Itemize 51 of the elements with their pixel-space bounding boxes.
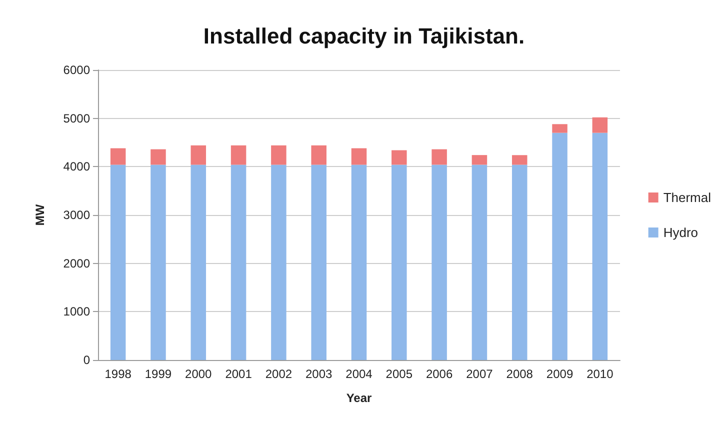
bar <box>230 164 246 360</box>
bar <box>432 164 447 360</box>
x-tick-label: 1998 <box>104 367 132 381</box>
x-tick-label: 2002 <box>265 367 292 381</box>
x-tick-label: 2010 <box>586 367 614 381</box>
bar <box>190 164 206 360</box>
x-tick-label: 2003 <box>305 367 333 381</box>
bar <box>392 150 407 165</box>
x-tick-label: 2000 <box>185 367 212 381</box>
bar <box>592 132 608 360</box>
y-tick-label: 1000 <box>63 304 90 319</box>
bar <box>311 145 326 165</box>
y-tick-label: 5000 <box>63 111 90 126</box>
bar <box>311 164 326 360</box>
bar <box>150 149 166 165</box>
bar <box>472 164 488 360</box>
y-tick-label: 0 <box>83 353 90 367</box>
bar <box>512 164 528 360</box>
bar <box>592 117 608 133</box>
chart-title: Installed capacity in Tajikistan. <box>203 24 525 48</box>
x-tick-label: 1999 <box>144 367 172 381</box>
y-axis-title: MW <box>33 204 47 226</box>
x-tick-label: 2006 <box>426 367 453 381</box>
y-tick-label: 2000 <box>63 256 90 270</box>
legend-label: Thermal <box>663 190 712 205</box>
bar <box>150 164 166 360</box>
bar <box>351 164 367 360</box>
legend-label: Hydro <box>663 225 698 240</box>
bar <box>271 164 286 360</box>
bar <box>432 149 447 165</box>
x-tick-label: 2007 <box>466 367 494 381</box>
bar <box>351 148 367 165</box>
y-tick-label: 6000 <box>63 63 90 77</box>
y-tick-label: 4000 <box>63 160 90 174</box>
bar <box>190 145 206 165</box>
x-tick-label: 2001 <box>225 367 252 381</box>
y-tick-label: 3000 <box>63 208 90 222</box>
x-axis-title: Year <box>346 391 372 405</box>
bar <box>552 132 568 360</box>
bar <box>110 148 126 165</box>
bar <box>472 155 488 165</box>
bar <box>230 145 246 165</box>
bar <box>271 145 286 165</box>
bar <box>512 155 528 165</box>
bar <box>110 164 126 360</box>
x-tick-label: 2005 <box>386 367 413 381</box>
x-tick-label: 2008 <box>506 367 534 381</box>
bar <box>392 164 407 360</box>
x-tick-label: 2009 <box>546 367 574 381</box>
x-tick-label: 2004 <box>346 367 373 381</box>
bar <box>552 124 568 133</box>
